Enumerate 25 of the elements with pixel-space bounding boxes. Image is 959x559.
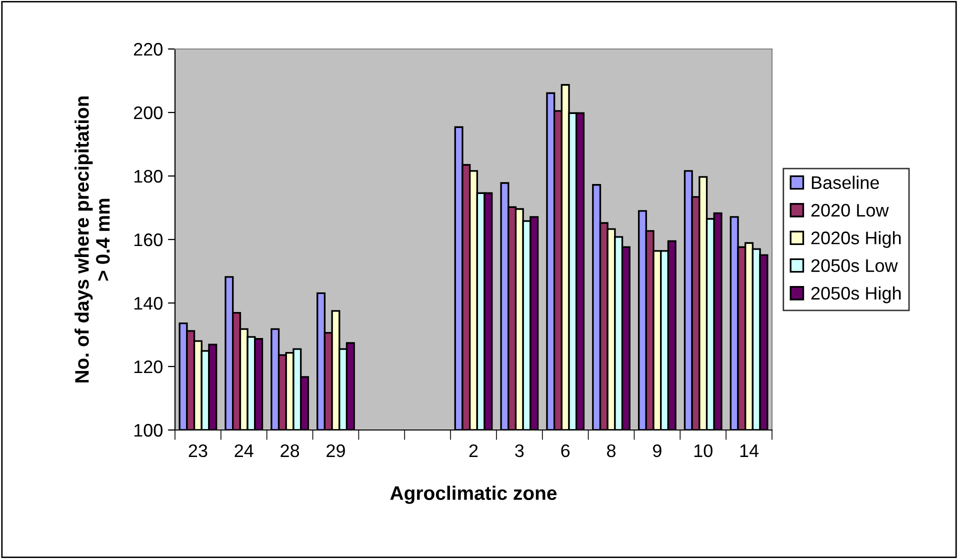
x-tick-label: 24 (234, 444, 254, 457)
y-tick-label: 140 (134, 296, 162, 310)
y-tick-label: 200 (134, 106, 162, 120)
y-tick-label: 220 (134, 42, 162, 56)
y-tick-label: 160 (134, 233, 162, 246)
x-tick-label: 6 (561, 444, 570, 458)
x-tick-label: 2 (469, 444, 478, 457)
x-tick-label: 10 (694, 444, 712, 458)
y-axis-title: No. of days where precipitation > 0.4 mm (74, 96, 110, 382)
x-tick-label: 28 (280, 444, 300, 458)
legend-label: Baseline (812, 176, 879, 190)
x-tick-label: 23 (188, 444, 208, 458)
x-tick-label: 14 (740, 444, 759, 457)
y-tick-label: 100 (134, 424, 162, 437)
x-axis-title: Agroclimatic zone (390, 486, 557, 504)
legend-label: 2020s High (811, 231, 901, 248)
x-tick-label: 8 (607, 444, 616, 458)
x-tick-label: 9 (653, 444, 662, 458)
x-tick-label: 3 (515, 444, 524, 458)
y-tick-label: 180 (134, 170, 162, 183)
legend-label: 2020 Low (811, 204, 889, 217)
legend-label: 2050s High (811, 286, 901, 304)
x-tick-label: 29 (326, 444, 345, 458)
y-tick-label: 120 (134, 360, 162, 374)
legend-label: 2050s Low (811, 259, 898, 272)
